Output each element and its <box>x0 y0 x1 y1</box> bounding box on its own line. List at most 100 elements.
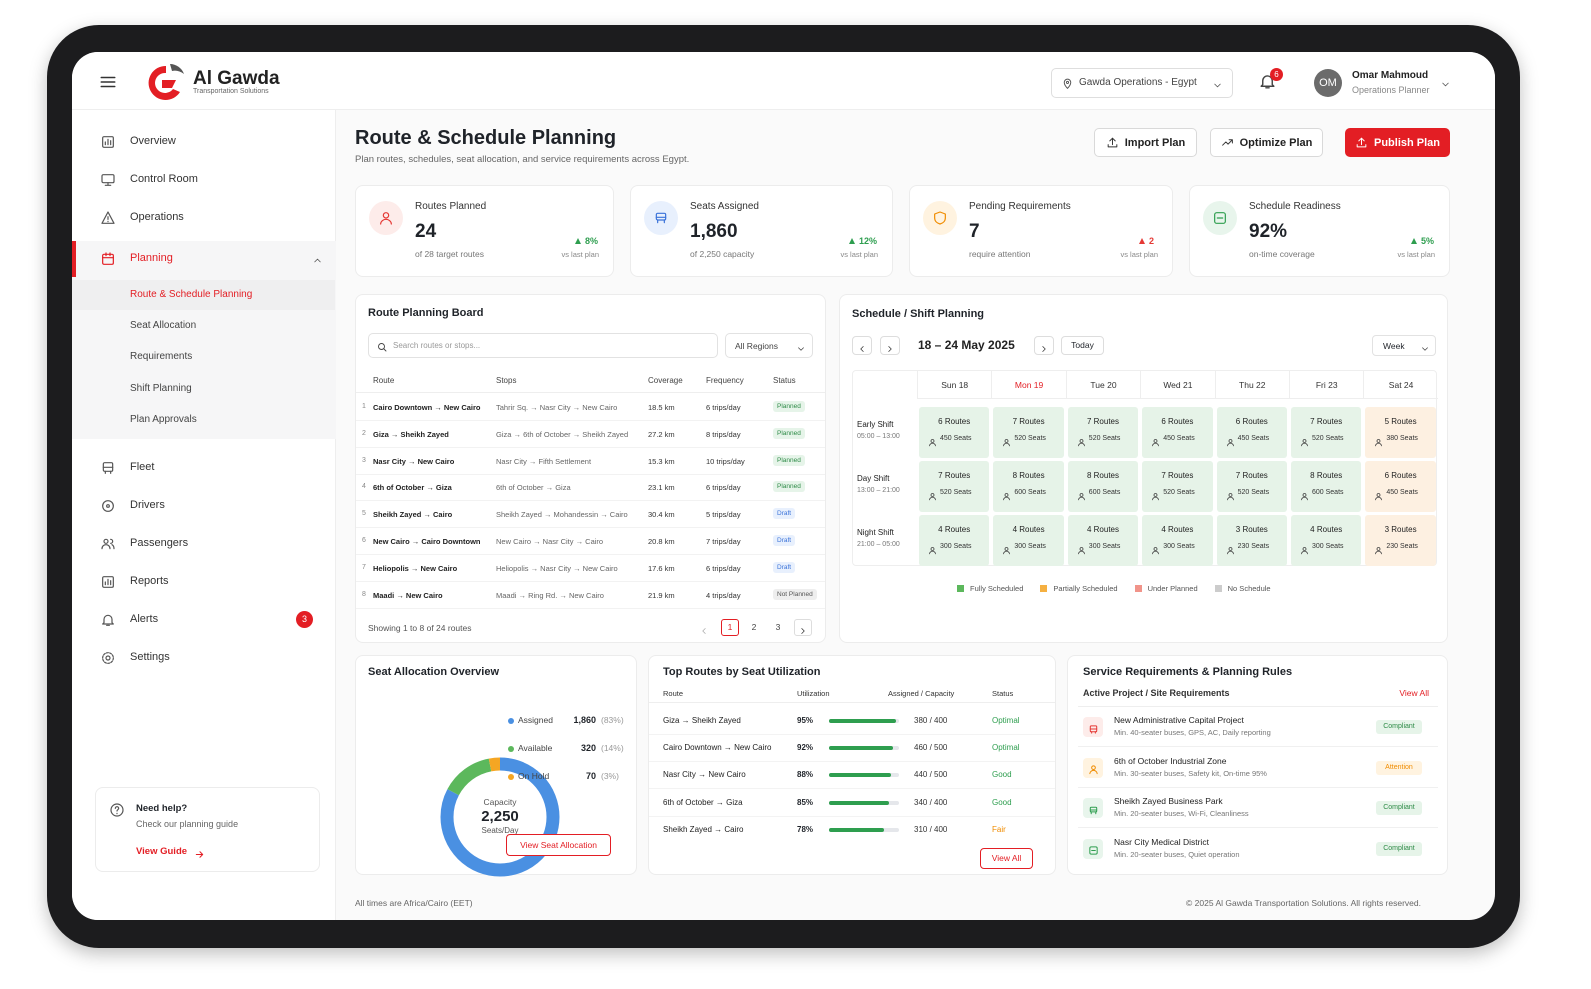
nav-sub-item[interactable]: Requirements <box>130 351 193 363</box>
schedule-cell[interactable]: 7 Routes 520 Seats <box>1067 407 1139 458</box>
collapse-chevron <box>312 253 323 271</box>
schedule-cell[interactable]: 6 Routes 450 Seats <box>1365 461 1436 512</box>
schedule-cell[interactable]: 7 Routes 520 Seats <box>1142 461 1213 512</box>
schedule-cell[interactable]: 3 Routes 230 Seats <box>1365 515 1436 566</box>
icon-shape <box>1226 442 1234 447</box>
compliance-badge: Compliant <box>1376 801 1422 815</box>
nav-sub-item[interactable]: Plan Approvals <box>130 413 197 425</box>
nav-item[interactable]: Overview <box>130 135 176 147</box>
table-row[interactable]: 8 Maadi → New Cairo Maadi → Ring Rd. → New… <box>356 582 825 609</box>
nav-item[interactable]: Operations <box>130 211 184 223</box>
schedule-cell[interactable]: 8 Routes 600 Seats <box>1291 461 1362 512</box>
legend-swatch <box>1040 584 1048 592</box>
schedule-cell[interactable]: 8 Routes 600 Seats <box>1067 461 1139 512</box>
kpi-icon-glyph <box>378 210 394 226</box>
chevron <box>1212 78 1223 96</box>
schedule-cell[interactable]: 4 Routes 300 Seats <box>919 515 990 566</box>
today-button[interactable]: Today <box>1061 336 1104 355</box>
icon-shape <box>102 614 114 626</box>
help-link[interactable]: View Guide <box>136 846 188 857</box>
column-header: Route <box>663 689 684 698</box>
seat-icon <box>1226 542 1235 560</box>
nav-item[interactable]: Drivers <box>130 498 165 511</box>
nav-item[interactable]: Reports <box>130 574 169 587</box>
shift-time: 21:00 – 05:00 <box>857 541 900 548</box>
schedule-cell[interactable]: 6 Routes 450 Seats <box>1216 407 1287 458</box>
schedule-cell[interactable]: 6 Routes 450 Seats <box>1142 407 1213 458</box>
nav-item[interactable]: Planning <box>130 252 173 264</box>
nav-item[interactable]: Control Room <box>130 173 198 185</box>
nav-item[interactable]: Fleet <box>130 460 155 473</box>
seat-icon <box>1300 542 1309 560</box>
schedule-cell[interactable]: 4 Routes 300 Seats <box>1142 515 1213 566</box>
icon-shape <box>1003 439 1011 447</box>
view-all-link[interactable]: View All <box>1399 688 1429 698</box>
schedule-cell[interactable]: 4 Routes 300 Seats <box>993 515 1064 566</box>
notification-bell[interactable] <box>1258 72 1277 96</box>
schedule-cell[interactable]: 3 Routes 230 Seats <box>1216 515 1287 566</box>
legend-dot <box>508 746 514 752</box>
table-row[interactable]: 7 Heliopolis → New Cairo Heliopolis → Nasr… <box>356 555 825 582</box>
day-header: Mon 19 <box>991 371 1066 399</box>
icon-shape <box>1228 547 1233 551</box>
nav-sub-item[interactable]: Seat Allocation <box>130 320 197 332</box>
table-row[interactable]: 6 New Cairo → Cairo Downtown New Cairo → N… <box>356 528 825 555</box>
icon-shape <box>1153 439 1158 443</box>
app-screen: Al Gawda Transportation Solutions Gawda Op… <box>72 52 1495 920</box>
table-row[interactable]: 5 Sheikh Zayed → Cairo Sheikh Zayed → Moha… <box>356 501 825 529</box>
requirement-icon <box>1083 838 1103 859</box>
search-input[interactable]: Search routes or stops... <box>368 333 718 358</box>
table-row[interactable]: 3 Nasr City → New Cairo Nasr City → Fifth … <box>356 448 825 475</box>
button[interactable]: Optimize Plan <box>1210 128 1323 157</box>
schedule-cell[interactable]: 7 Routes 520 Seats <box>1291 407 1362 458</box>
nav-item[interactable]: Passengers <box>130 536 189 549</box>
nav-item[interactable]: Alerts <box>130 612 159 625</box>
nav-sub-item[interactable]: Route & Schedule Planning <box>130 289 253 300</box>
location-select[interactable]: Gawda Operations - Egypt <box>1051 68 1233 98</box>
schedule-cell[interactable]: 4 Routes 300 Seats <box>1291 515 1362 566</box>
page-button[interactable]: 1 <box>721 619 739 636</box>
kpi-note: on-time coverage <box>1249 249 1315 259</box>
icon-shape <box>314 258 321 263</box>
page-button[interactable]: 3 <box>775 622 781 632</box>
schedule-cell[interactable]: 4 Routes 300 Seats <box>1067 515 1139 566</box>
route-stops: Sheikh Zayed → Mohandessin → Cairo <box>496 510 628 520</box>
legend-pct: (3%) <box>601 771 619 781</box>
table-row[interactable]: 4 6th of October → Giza 6th of October → G… <box>356 474 825 502</box>
next-page[interactable] <box>794 619 812 636</box>
button[interactable]: Import Plan <box>1094 128 1197 157</box>
primary-button[interactable]: Publish Plan <box>1345 128 1450 157</box>
table-row[interactable]: 2 Giza → Sheikh Zayed Giza → 6th of Octobe… <box>356 421 825 448</box>
chevron <box>857 341 867 359</box>
schedule-cell[interactable]: 7 Routes 520 Seats <box>919 461 990 512</box>
nav-sub-item[interactable]: Shift Planning <box>130 382 192 394</box>
seat-icon <box>1226 488 1235 506</box>
cell-seats: 450 Seats <box>1163 435 1195 442</box>
view-select[interactable]: Week <box>1372 335 1436 356</box>
nav-button[interactable] <box>852 336 872 355</box>
schedule-cell[interactable]: 5 Routes 380 Seats <box>1365 407 1436 458</box>
icon-shape <box>1152 550 1160 555</box>
schedule-cell[interactable]: 8 Routes 600 Seats <box>993 461 1064 512</box>
icon-shape <box>102 651 114 664</box>
nav-button[interactable] <box>1034 336 1054 355</box>
icon-shape <box>801 628 805 634</box>
page-button[interactable]: 2 <box>751 622 757 632</box>
view-all-button[interactable]: View All <box>980 848 1033 869</box>
cell-routes: 3 Routes <box>1235 525 1268 534</box>
schedule-cell[interactable]: 7 Routes 520 Seats <box>1216 461 1287 512</box>
view-seat-allocation-button[interactable]: View Seat Allocation <box>506 834 611 856</box>
schedule-cell[interactable]: 7 Routes 520 Seats <box>993 407 1064 458</box>
kpi-note: require attention <box>969 249 1031 259</box>
avatar[interactable]: OM <box>1314 69 1342 97</box>
nav-button[interactable] <box>880 336 900 355</box>
icon-shape <box>1003 493 1011 501</box>
status-badge: Draft <box>773 535 796 546</box>
region-select[interactable]: All Regions <box>725 333 813 358</box>
route-name: 6th of October → Giza <box>373 483 452 493</box>
nav-item[interactable]: Settings <box>130 650 170 663</box>
menu-button[interactable] <box>99 73 117 96</box>
schedule-cell[interactable]: 6 Routes 450 Seats <box>919 407 990 458</box>
table-row[interactable]: 1 Cairo Downtown → New Cairo Tahrir Sq. → … <box>356 394 825 421</box>
cell-seats: 230 Seats <box>1237 543 1270 550</box>
